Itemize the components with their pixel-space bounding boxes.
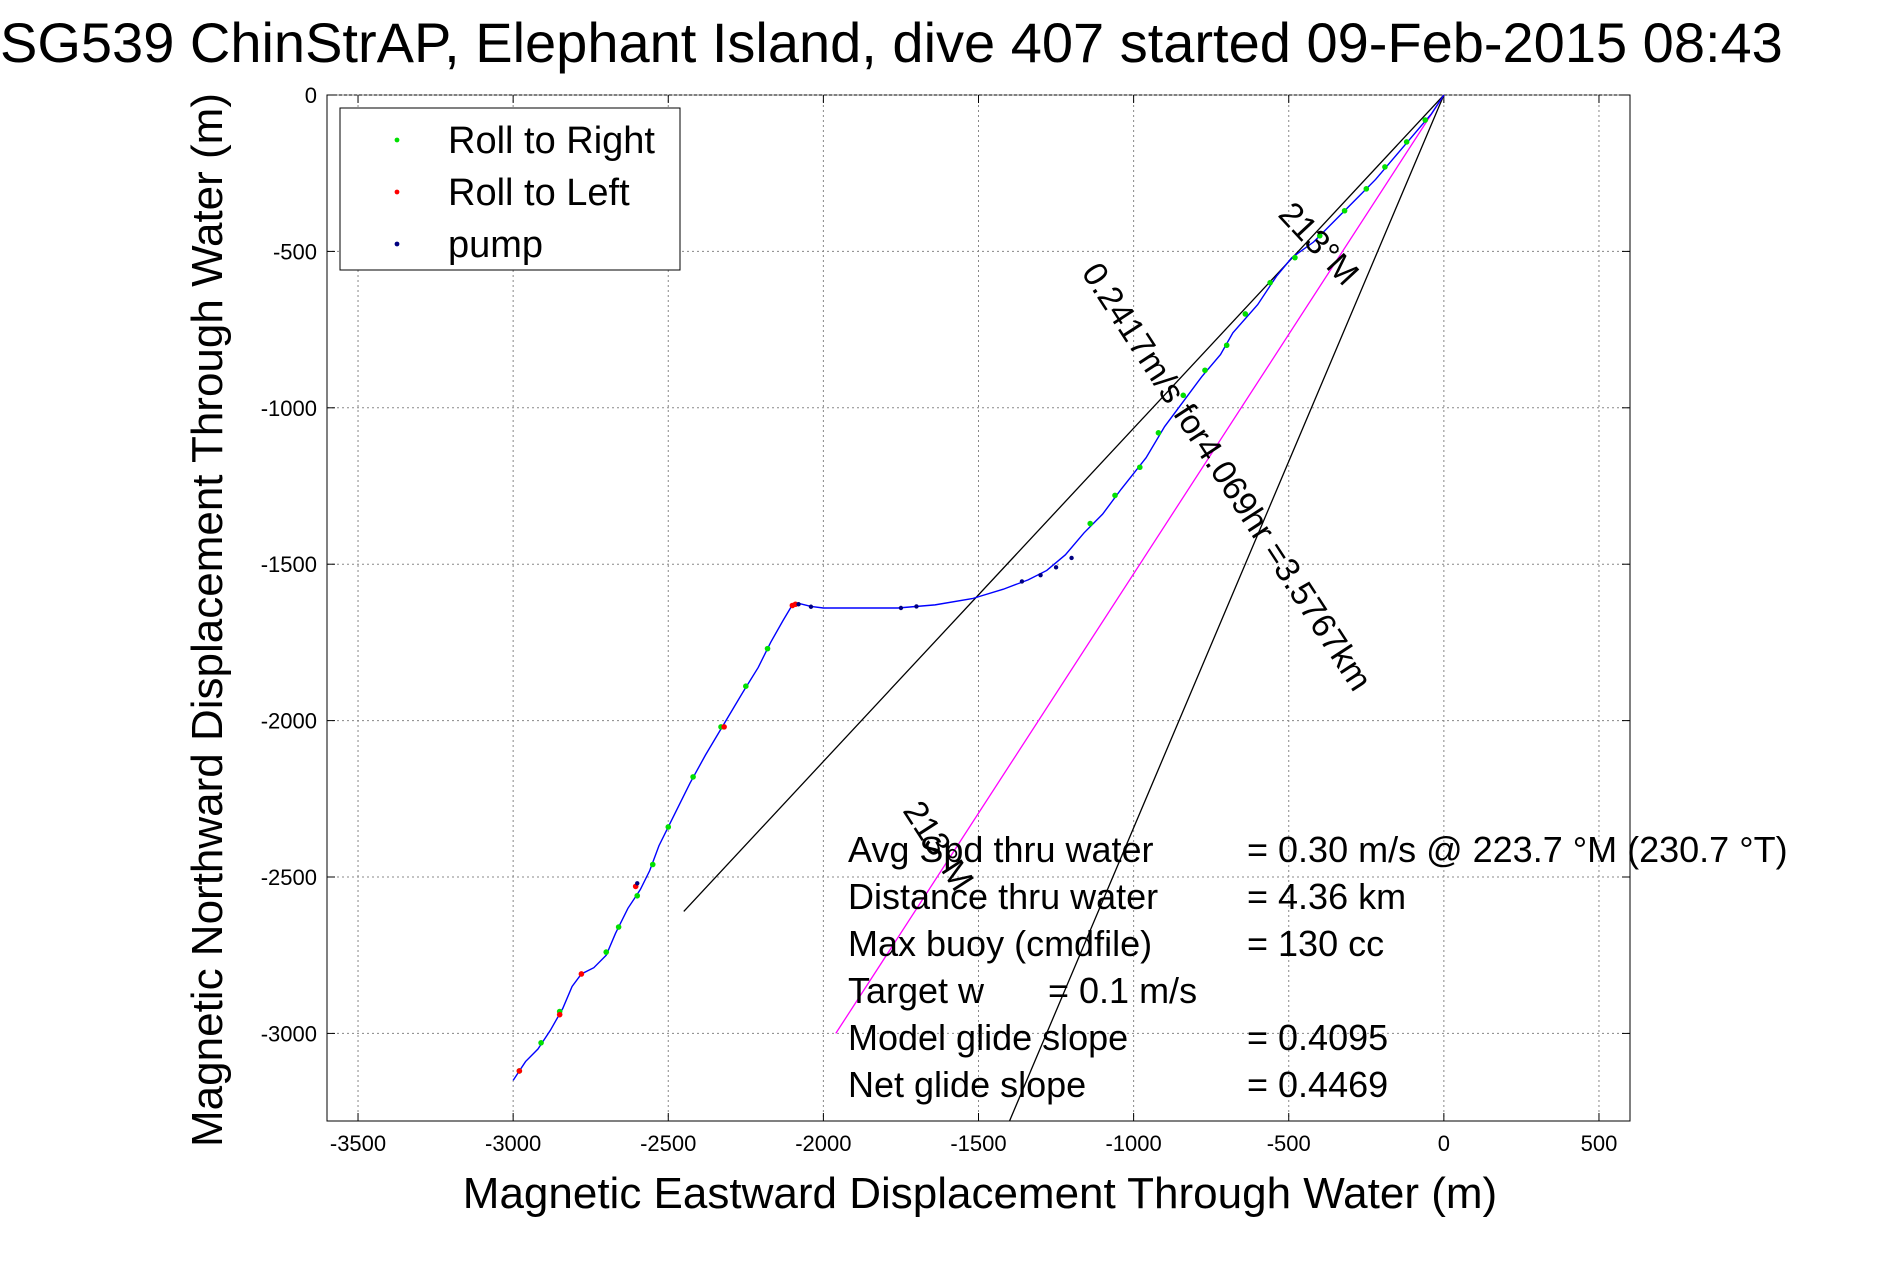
- roll-right-point: [1155, 430, 1162, 436]
- roll-right-point: [1242, 311, 1249, 317]
- pump-point: [914, 604, 919, 609]
- roll-right-point: [1112, 492, 1118, 499]
- roll-left-point: [578, 971, 585, 977]
- pump-point: [1069, 555, 1074, 561]
- roll-right-point: [615, 924, 622, 930]
- x-tick-label: -2500: [640, 1131, 696, 1156]
- roll-right-point: [649, 861, 656, 868]
- x-tick-label: -1500: [950, 1131, 1006, 1156]
- track: [512, 94, 1445, 1081]
- x-tick-label: -2000: [795, 1131, 851, 1156]
- stat-value-3: = 0.1 m/s: [1048, 970, 1197, 1011]
- stat-label-1: Distance thru water: [848, 876, 1158, 917]
- pump-point: [898, 605, 904, 611]
- y-tick-label: -1500: [261, 552, 317, 577]
- roll-right-point: [764, 645, 771, 652]
- stats-block: Avg Spd thru water = 0.30 m/s @ 223.7 °M …: [848, 829, 1788, 1105]
- legend-label-0: Roll to Right: [448, 120, 655, 162]
- y-axis-label-group: Magnetic Northward Displacement Through …: [183, 93, 232, 1147]
- roll-right-point: [1137, 464, 1143, 471]
- legend-marker-0: [394, 137, 400, 143]
- pump-point: [808, 604, 814, 609]
- reference-line-0: [683, 95, 1445, 912]
- stat-label-2: Max buoy (cmdfile): [848, 923, 1152, 964]
- y-tick-label: -1000: [261, 396, 317, 421]
- roll-right-point: [1292, 254, 1298, 261]
- x-tick-label: -3500: [330, 1131, 386, 1156]
- stat-value-1: = 4.36 km: [1247, 876, 1406, 917]
- x-axis-label: Magnetic Eastward Displacement Through W…: [463, 1169, 1497, 1218]
- stat-value-5: = 0.4469: [1247, 1064, 1388, 1105]
- legend-items: Roll to Right Roll to Left pump: [394, 120, 655, 266]
- track-line: [512, 94, 1445, 1081]
- pump-point: [796, 602, 801, 607]
- legend-marker-1: [394, 189, 400, 195]
- roll-right-point: [743, 683, 749, 690]
- legend-label-2: pump: [448, 224, 543, 266]
- stat-label-0: Avg Spd thru water: [848, 829, 1154, 870]
- pump-point: [635, 881, 640, 886]
- y-tick-label: -500: [273, 239, 317, 264]
- roll-right-point: [690, 774, 696, 780]
- roll-right-point: [1202, 367, 1208, 374]
- stat-value-2: = 130 cc: [1247, 923, 1384, 964]
- legend-marker-2: [394, 241, 400, 247]
- y-tick-label: -2000: [261, 709, 317, 734]
- roll-right-point: [603, 949, 610, 955]
- y-axis-label: Magnetic Northward Displacement Through …: [183, 93, 232, 1147]
- reference-lines: [683, 95, 1445, 1121]
- roll-left-point: [721, 724, 727, 730]
- x-tick-label: 0: [1438, 1131, 1450, 1156]
- ticks: -3500 -3000 -2500 -2000 -1500 -1000 -500 0 500 0 -…: [261, 83, 1630, 1156]
- markers: [516, 117, 1429, 1074]
- pump-point: [1053, 565, 1059, 570]
- roll-right-point: [1087, 520, 1093, 527]
- x-tick-label: -500: [1267, 1131, 1311, 1156]
- legend-label-1: Roll to Left: [448, 172, 630, 214]
- chart-title: SG539 ChinStrAP, Elephant Island, dive 4…: [0, 11, 1783, 74]
- y-tick-label: 0: [305, 83, 317, 108]
- pump-point: [1038, 572, 1043, 578]
- stat-value-0: = 0.30 m/s @ 223.7 °M (230.7 °T): [1247, 829, 1788, 870]
- roll-right-point: [1341, 207, 1348, 214]
- x-tick-label: 500: [1581, 1131, 1618, 1156]
- roll-right-point: [1403, 139, 1410, 145]
- roll-right-point: [1267, 279, 1273, 286]
- x-tick-label: -3000: [485, 1131, 541, 1156]
- roll-right-point: [1422, 117, 1429, 123]
- roll-right-point: [1180, 392, 1187, 399]
- legend: Roll to Right Roll to Left pump: [339, 107, 681, 271]
- roll-right-point: [538, 1039, 544, 1046]
- reference-line-2: [835, 95, 1445, 1034]
- roll-right-point: [634, 892, 641, 899]
- roll-right-point: [1223, 342, 1230, 349]
- stat-label-5: Net glide slope: [848, 1064, 1086, 1105]
- pump-point: [1019, 579, 1025, 584]
- roll-right-point: [665, 824, 672, 830]
- reference-line-1: [1008, 95, 1445, 1121]
- stat-label-4: Model glide slope: [848, 1017, 1128, 1058]
- roll-right-point: [1316, 232, 1323, 239]
- stat-value-4: = 0.4095: [1247, 1017, 1388, 1058]
- roll-left-point: [556, 1011, 563, 1018]
- y-tick-label: -3000: [261, 1021, 317, 1046]
- roll-left-point: [516, 1068, 523, 1074]
- stat-label-3: Target w: [848, 970, 985, 1011]
- roll-right-point: [1382, 164, 1388, 170]
- roll-left-point: [789, 602, 796, 609]
- x-tick-label: -1000: [1105, 1131, 1161, 1156]
- roll-right-point: [1363, 186, 1370, 192]
- y-tick-label: -2500: [261, 865, 317, 890]
